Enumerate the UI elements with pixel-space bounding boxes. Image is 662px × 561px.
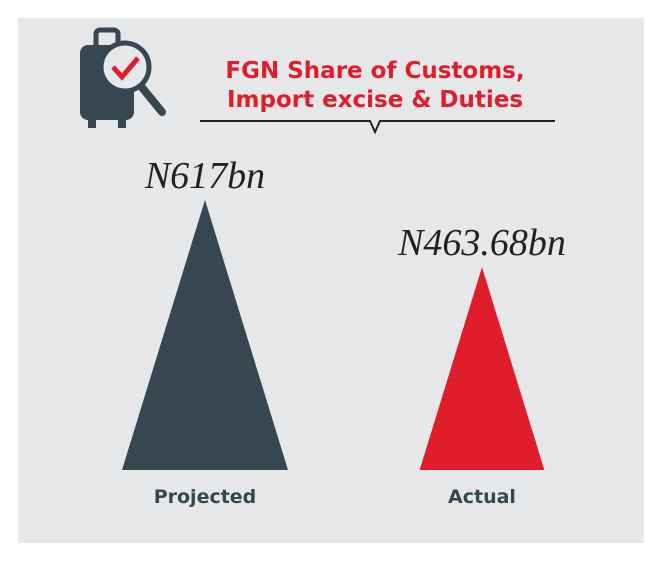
chart-title: Import excise & Duties <box>227 87 523 113</box>
value-label: N463.68bn <box>397 222 566 264</box>
triangle-bar <box>122 200 288 470</box>
x-tick-label: Actual <box>448 486 516 508</box>
title-underline <box>200 120 555 135</box>
triangle-bar <box>419 267 545 470</box>
value-label: N617bn <box>144 155 265 197</box>
x-tick-label: Projected <box>154 486 257 508</box>
chart-title: FGN Share of Customs, <box>225 58 524 84</box>
icon <box>80 27 166 128</box>
